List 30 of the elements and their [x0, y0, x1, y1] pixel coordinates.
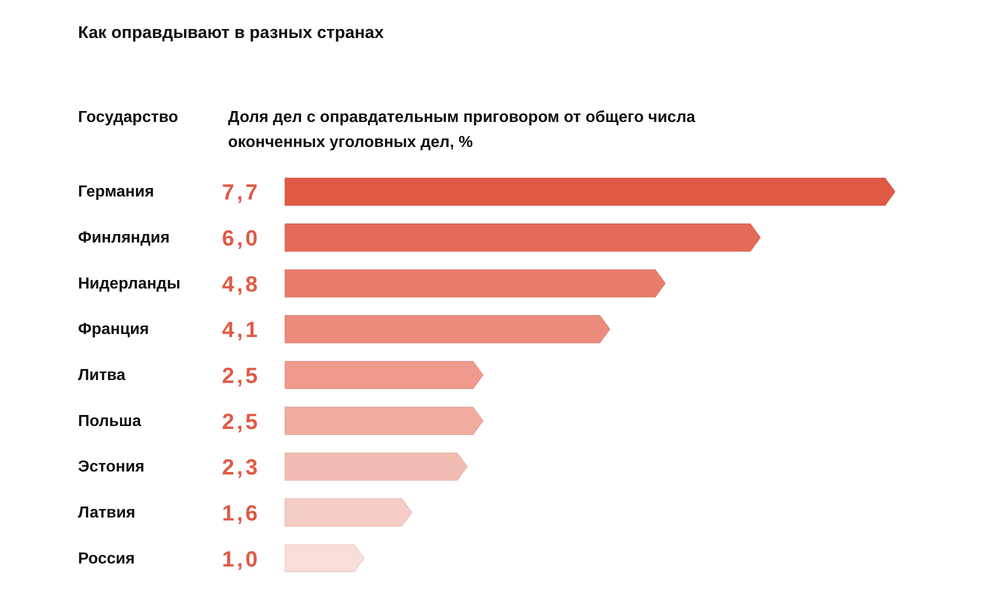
bar — [284, 269, 666, 298]
bar — [284, 178, 896, 206]
y-tick-label: Эстония — [78, 458, 145, 476]
bar — [284, 498, 412, 526]
x-axis-title: Доля дел с оправдательным приговором от общего числа оконченных уголовных дел, % — [228, 109, 696, 151]
data-label: 1,0 — [222, 546, 260, 572]
bar — [284, 406, 484, 435]
bar — [284, 224, 761, 252]
bar — [284, 544, 365, 572]
y-tick-label: Нидерланды — [78, 275, 180, 292]
bar — [284, 360, 484, 390]
data-label: 2,3 — [222, 454, 260, 480]
data-label: 4,8 — [222, 271, 260, 296]
data-label: 2,5 — [222, 408, 260, 434]
chart-title: Как оправдывают в разных странах — [78, 23, 384, 42]
y-tick-label: Германия — [78, 184, 154, 201]
data-label: 6,0 — [222, 226, 260, 251]
y-tick-label: Латвия — [78, 504, 136, 522]
y-tick-label: Россия — [78, 550, 135, 568]
data-label: 1,6 — [222, 500, 260, 526]
data-label: 2,5 — [222, 363, 260, 388]
y-tick-label: Литва — [78, 367, 126, 384]
bar — [284, 315, 610, 344]
y-tick-label: Польша — [78, 412, 142, 430]
y-tick-label: Финляндия — [78, 230, 170, 247]
y-tick-label: Франция — [78, 321, 149, 338]
y-axis-title: Государство — [78, 109, 178, 126]
data-label: 4,1 — [222, 317, 260, 342]
bar — [284, 452, 468, 481]
data-label: 7,7 — [222, 180, 260, 205]
